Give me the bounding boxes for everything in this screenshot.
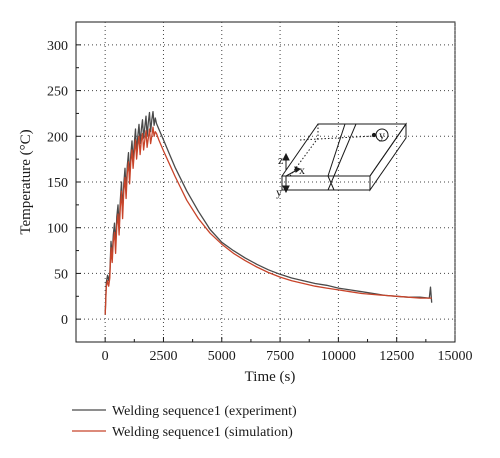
x-tick-label: 12500 [379,349,414,364]
legend-label-simulation: Welding sequence1 (simulation) [112,425,293,440]
x-axis-arrow [285,169,298,177]
y-tick-label: 300 [47,39,68,54]
axis-ticks [75,21,456,343]
y-tick-label: 250 [47,85,68,100]
y-axis-title: Temperature (°C) [18,129,34,234]
x-tick-label: 10000 [321,349,356,364]
x-tick-label: 5000 [208,349,236,364]
inset-axis-label-y: y [276,185,282,199]
plate-side-face [369,122,407,192]
experiment-series-line [104,110,433,315]
x-tick-label: 15000 [438,349,473,364]
y-tick-label: 200 [47,130,68,145]
x-tick-label: 7500 [266,349,294,364]
x-tick-label: 2500 [149,349,177,364]
z-arrow-head [282,152,290,161]
legend: Welding sequence1 (experiment) Welding s… [72,404,297,440]
weld-line-4 [327,175,335,191]
y-tick-label: 0 [61,313,68,328]
y-tick-label: 50 [54,267,68,282]
plate-front-face [281,175,371,191]
y-arrow-head [282,185,290,194]
hidden-edge-2 [289,137,319,177]
x-tick-label: 0 [102,349,109,364]
y-tick-label: 150 [47,176,68,191]
y-tick-label: 100 [47,222,68,237]
inset-axis-label-x: x [299,163,305,177]
inset-marker-label: y [379,128,385,142]
tick-labels: 0 2500 5000 7500 10000 12500 15000 0 50 100 150 200… [47,39,473,364]
weld-line-2 [333,123,357,177]
legend-label-experiment: Welding sequence1 (experiment) [112,404,297,419]
weld-line-1 [327,123,346,177]
inset-axis-label-z: z [278,153,283,167]
x-arrow-head [294,166,302,173]
series-layer [104,110,433,315]
x-axis-title: Time (s) [245,369,296,385]
measure-point-dot [371,132,377,138]
plate-schematic-inset [281,122,407,194]
grid [76,22,456,342]
simulation-series-line [104,126,432,315]
